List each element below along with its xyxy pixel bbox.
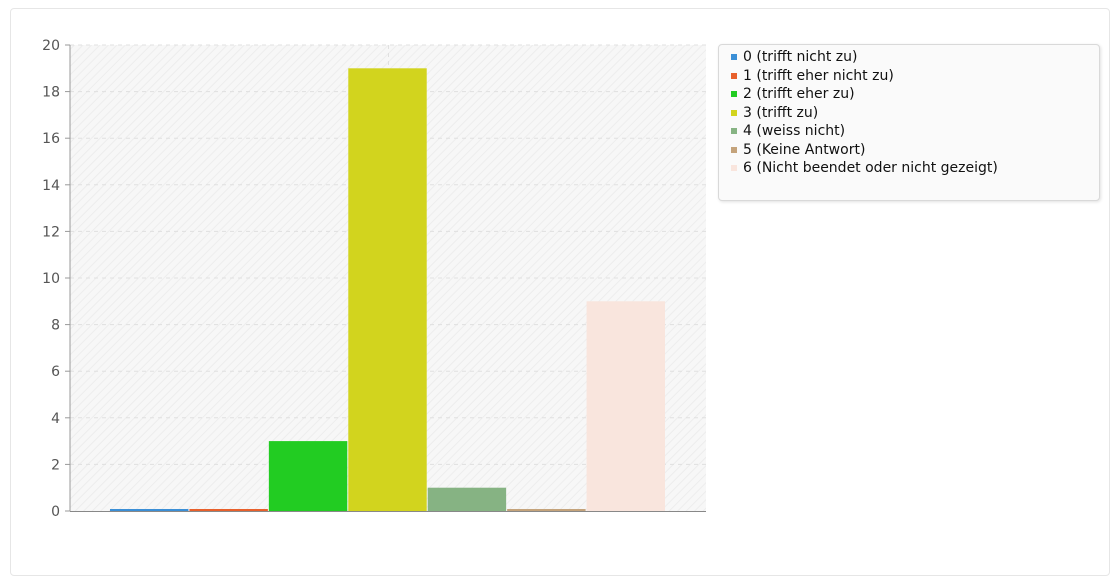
legend-item: 3 (trifft zu): [731, 104, 1099, 123]
y-tick-label: 2: [51, 457, 60, 473]
legend-label: 4 (weiss nicht): [743, 123, 846, 140]
y-tick-label: 8: [51, 318, 60, 334]
legend-label: 2 (trifft eher zu): [743, 86, 855, 103]
legend-label: 5 (Keine Antwort): [743, 141, 866, 158]
bar: [348, 68, 427, 512]
bar: [427, 487, 507, 511]
y-tick-label: 20: [42, 38, 60, 54]
legend-item: 0 (trifft nicht zu): [731, 48, 1099, 67]
y-tick-label: 10: [42, 271, 60, 287]
y-tick-label: 18: [42, 85, 60, 101]
bar: [268, 441, 348, 511]
legend-item: 6 (Nicht beendet oder nicht gezeigt): [731, 159, 1099, 178]
legend-item: 2 (trifft eher zu): [731, 85, 1099, 104]
legend-swatch: [731, 128, 737, 135]
legend-swatch: [731, 146, 737, 153]
legend-item: 5 (Keine Antwort): [731, 141, 1099, 160]
legend-label: 1 (trifft eher nicht zu): [743, 67, 894, 84]
legend-swatch: [731, 165, 737, 172]
bar: [110, 509, 189, 511]
y-tick-label: 14: [42, 178, 60, 194]
legend-item: 1 (trifft eher nicht zu): [731, 67, 1099, 86]
bar: [507, 509, 586, 511]
legend-swatch: [731, 109, 737, 116]
axes: 0 2 4 6 8 10 12 14 16 18 20: [42, 38, 706, 520]
y-tick-label: 0: [51, 504, 60, 520]
y-tick-label: 16: [42, 131, 60, 147]
y-tick-label: 6: [51, 364, 60, 380]
legend-item: 4 (weiss nicht): [731, 122, 1099, 141]
bars: [110, 68, 665, 512]
bar: [189, 509, 268, 511]
legend-swatch: [731, 54, 737, 61]
chart-legend: 0 (trifft nicht zu) 1 (trifft eher nicht …: [718, 44, 1100, 201]
y-tick-label: 4: [51, 411, 60, 427]
bar: [586, 301, 665, 511]
legend-label: 0 (trifft nicht zu): [743, 49, 858, 66]
y-tick-label: 12: [42, 224, 60, 240]
legend-label: 3 (trifft zu): [743, 104, 819, 121]
legend-swatch: [731, 91, 737, 98]
legend-label: 6 (Nicht beendet oder nicht gezeigt): [743, 160, 998, 177]
legend-swatch: [731, 72, 737, 79]
